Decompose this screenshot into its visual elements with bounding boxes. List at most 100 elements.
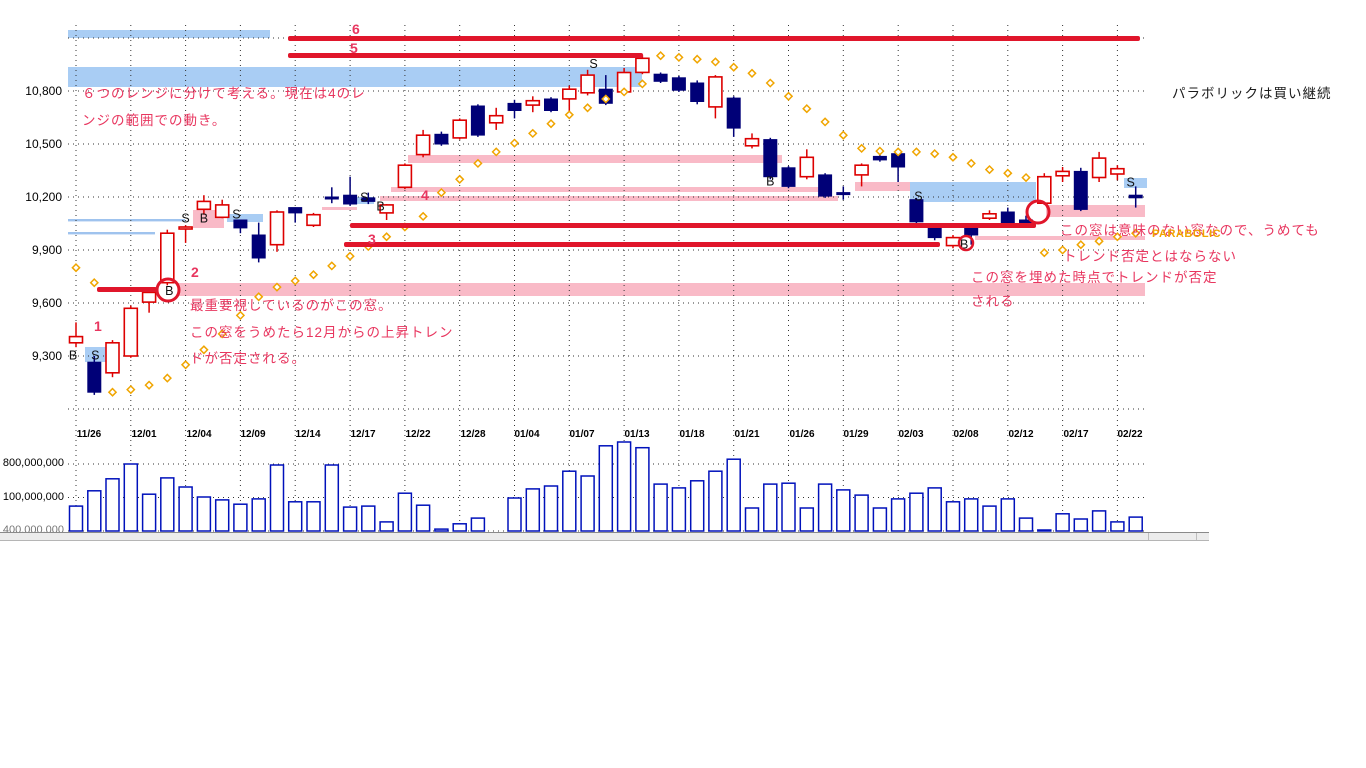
volume-bar bbox=[1110, 521, 1125, 532]
blue-band bbox=[85, 347, 106, 362]
annotation-main-window-line1: 最重要視しているのがこの窓。 bbox=[190, 298, 393, 313]
pink-band bbox=[855, 182, 910, 191]
volume-bar bbox=[123, 463, 139, 532]
candle-body-up bbox=[178, 226, 193, 230]
signal-sell-label: S bbox=[1127, 176, 1135, 190]
pink-band bbox=[391, 187, 820, 192]
red-range-lines bbox=[97, 36, 1140, 292]
volume-bar bbox=[653, 483, 668, 532]
date-tick-label: 02/12 bbox=[1008, 429, 1034, 440]
sar-dot bbox=[71, 263, 81, 273]
sar-dot bbox=[729, 62, 739, 72]
volume-bar bbox=[434, 528, 449, 532]
sar-dot bbox=[1039, 248, 1049, 258]
volume-bars bbox=[68, 441, 1143, 532]
sar-dot bbox=[930, 149, 940, 159]
candle-body-up bbox=[269, 211, 285, 246]
red-highlight-circle bbox=[957, 234, 975, 252]
sar-dot bbox=[802, 104, 812, 114]
volume-bar bbox=[635, 446, 650, 532]
volume-bar bbox=[1055, 513, 1070, 532]
candle-body-down bbox=[872, 155, 887, 161]
price-tick-label: 10,200 bbox=[25, 190, 62, 204]
red-range-line bbox=[97, 287, 157, 292]
signal-buy-label: B bbox=[165, 284, 173, 298]
sar-dot bbox=[692, 54, 702, 64]
candle-body-up bbox=[708, 76, 723, 108]
candle-body-up bbox=[160, 232, 175, 284]
candle-body-down bbox=[233, 219, 248, 229]
volume-bar bbox=[324, 464, 340, 532]
sar-dot bbox=[1003, 168, 1013, 178]
sar-dot bbox=[436, 187, 447, 198]
volume-bar bbox=[452, 523, 467, 532]
candle-body-up bbox=[799, 156, 815, 178]
candle-body-up bbox=[68, 335, 84, 344]
date-tick-label: 12/14 bbox=[295, 429, 321, 440]
candle-body-up bbox=[196, 200, 212, 211]
range-number-1: 1 bbox=[94, 318, 102, 334]
date-tick-label: 02/22 bbox=[1117, 429, 1143, 440]
annotation-range-note-line2: ンジの範囲での動き。 bbox=[82, 113, 227, 128]
candle-body-down bbox=[726, 97, 741, 129]
volume-bar bbox=[141, 493, 157, 532]
parabolic-sar-dots bbox=[71, 51, 1141, 397]
volume-bar bbox=[671, 487, 687, 532]
blue-band bbox=[910, 182, 1036, 202]
volume-bar bbox=[945, 501, 961, 532]
sar-dot bbox=[619, 87, 629, 97]
date-tick-label: 12/22 bbox=[405, 429, 431, 440]
volume-bar bbox=[507, 497, 522, 532]
candle-body-down bbox=[909, 199, 924, 223]
volume-bar bbox=[361, 505, 376, 532]
sar-dot bbox=[601, 94, 611, 104]
sar-dot bbox=[1076, 240, 1086, 250]
date-tick-label: 12/04 bbox=[186, 429, 212, 440]
volume-bar bbox=[616, 441, 632, 532]
sar-dot bbox=[546, 119, 556, 129]
candle-body-down bbox=[1073, 170, 1088, 210]
candle-body-up bbox=[379, 204, 394, 214]
candle-body-up bbox=[306, 213, 321, 227]
price-tick-label: 10,800 bbox=[25, 84, 62, 98]
candle-body-down bbox=[507, 102, 522, 112]
highlight-circles bbox=[155, 199, 1051, 303]
sar-dot bbox=[1131, 228, 1141, 238]
blue-line bbox=[68, 219, 185, 222]
volume-tick-label: 100,000,000 bbox=[2, 491, 64, 503]
candle-body-up bbox=[635, 57, 650, 74]
sar-dot bbox=[290, 276, 300, 286]
volume-bar bbox=[306, 501, 321, 532]
volume-bar bbox=[1091, 510, 1107, 532]
volume-bar bbox=[909, 492, 924, 532]
candle-body-down bbox=[763, 139, 778, 178]
candle-body-up bbox=[1091, 157, 1107, 179]
sar-dot bbox=[345, 251, 355, 261]
date-tick-label: 01/26 bbox=[789, 429, 815, 440]
volume-bar bbox=[1128, 516, 1143, 532]
bottom-divider bbox=[0, 532, 1209, 541]
candle-body-up bbox=[452, 119, 468, 139]
candle-body-up bbox=[488, 114, 504, 124]
volume-bar bbox=[781, 482, 796, 532]
candle-body-down bbox=[1000, 211, 1015, 224]
sar-dot bbox=[856, 143, 867, 154]
volume-bar bbox=[214, 499, 230, 532]
candle-body-down bbox=[927, 226, 942, 239]
range-number-5: 5 bbox=[350, 40, 358, 56]
blue-line bbox=[68, 232, 155, 235]
volume-bar bbox=[342, 506, 358, 532]
candle-body-up bbox=[580, 74, 595, 94]
pink-band bbox=[1046, 205, 1145, 217]
date-tick-label: 12/09 bbox=[240, 429, 266, 440]
sar-dot bbox=[144, 380, 154, 390]
sar-dot bbox=[655, 51, 666, 61]
sar-dot bbox=[564, 110, 574, 120]
pink-band bbox=[178, 283, 1145, 296]
sar-dot bbox=[455, 174, 465, 184]
volume-bar bbox=[890, 498, 906, 532]
pink-band bbox=[322, 207, 357, 210]
volume-bar bbox=[543, 485, 559, 532]
